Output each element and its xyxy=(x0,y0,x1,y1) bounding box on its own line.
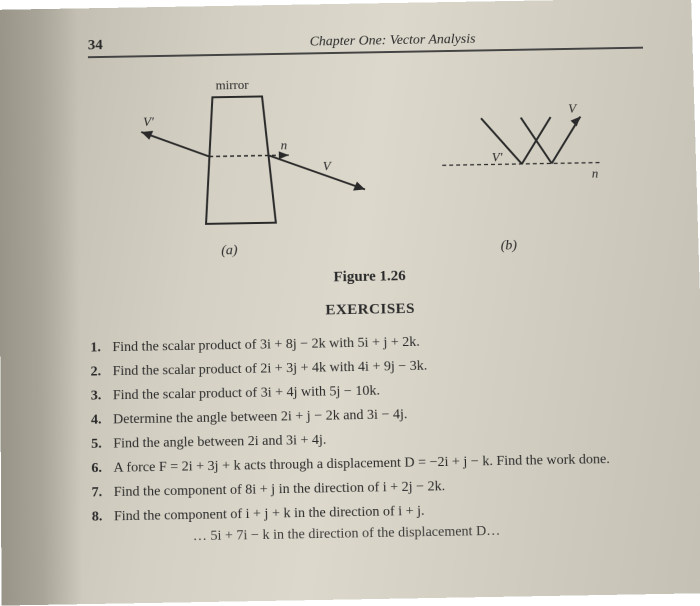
chapter-title: Chapter One: Vector Analysis xyxy=(270,32,476,51)
ex-text: Find the component of 8i + j in the dire… xyxy=(114,479,446,500)
ex-text: Find the angle between 2i and 3i + 4j. xyxy=(113,433,326,452)
ex-text: A force F = 2i + 3j + k acts through a d… xyxy=(113,452,610,476)
textbook-page: 34 Chapter One: Vector Analysis mirror V… xyxy=(0,0,700,606)
subfigure-labels: (a) (b) xyxy=(90,236,649,262)
v-b: V xyxy=(568,101,578,116)
ex-text: Determine the angle between 2i + j − 2k … xyxy=(113,407,408,427)
ex-text: Find the scalar product of 3i + 8j − 2k … xyxy=(112,335,420,355)
n-b: n xyxy=(592,166,599,181)
figure-b: V V' n xyxy=(420,69,623,230)
sub-b: (b) xyxy=(500,238,517,254)
page-header: 34 Chapter One: Vector Analysis xyxy=(88,28,643,58)
vprime-b: V' xyxy=(492,149,503,164)
sub-a: (a) xyxy=(221,243,238,259)
n-a: n xyxy=(281,137,288,152)
exercise-list: Find the scalar product of 3i + 8j − 2k … xyxy=(90,328,656,528)
ex-text: Find the scalar product of 3i + 4j with … xyxy=(113,384,380,404)
figure-a: mirror V' n V xyxy=(113,73,374,235)
figure-caption: Figure 1.26 xyxy=(90,264,650,291)
figure-row: mirror V' n V V xyxy=(88,68,648,236)
mirror-label: mirror xyxy=(216,77,250,92)
page-number: 34 xyxy=(88,37,103,54)
ex-text: Find the component of i + j + k in the d… xyxy=(114,504,425,525)
section-heading: EXERCISES xyxy=(90,297,650,324)
vprime-a: V' xyxy=(143,114,154,129)
ex-text: Find the scalar product of 2i + 3j + 4k … xyxy=(113,359,428,380)
v-a: V xyxy=(323,158,333,173)
